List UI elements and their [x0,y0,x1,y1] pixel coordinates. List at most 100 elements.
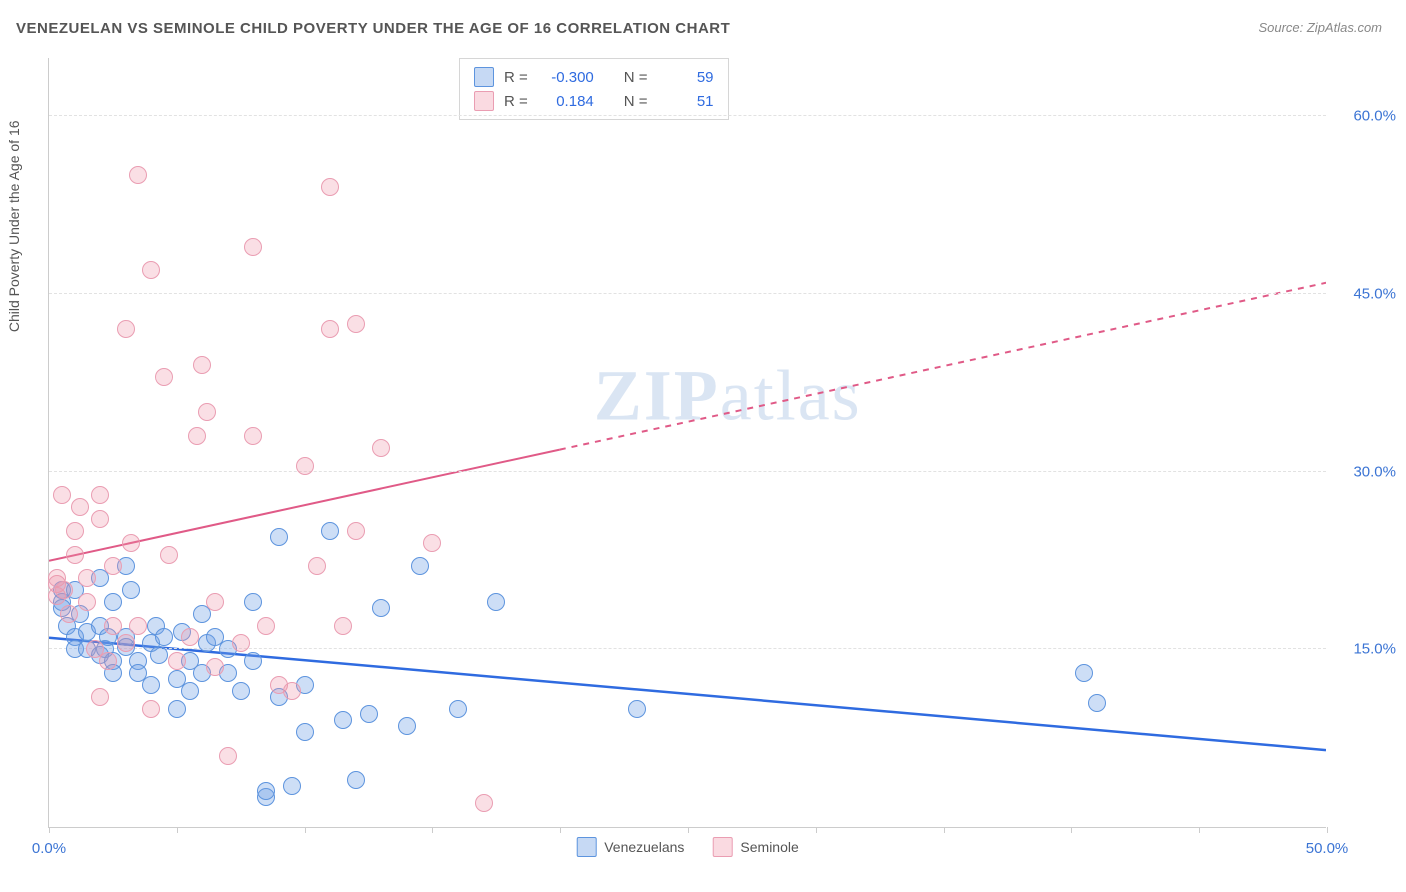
plot-area: ZIPatlas R = -0.300 N = 59 R = 0.184 N =… [48,58,1326,828]
data-point-venezuelans [321,522,339,540]
x-tick-label: 50.0% [1306,840,1349,857]
data-point-seminole [206,593,224,611]
x-tick [1199,827,1200,833]
data-point-seminole [117,634,135,652]
data-point-venezuelans [150,646,168,664]
data-point-seminole [53,486,71,504]
source-attribution: Source: ZipAtlas.com [1258,20,1382,35]
data-point-seminole [142,700,160,718]
data-point-seminole [60,605,78,623]
n-label: N = [624,93,648,110]
data-point-seminole [321,320,339,338]
data-point-seminole [244,427,262,445]
x-tick [1327,827,1328,833]
data-point-venezuelans [347,771,365,789]
swatch-blue [474,67,494,87]
data-point-venezuelans [360,705,378,723]
chart-container: VENEZUELAN VS SEMINOLE CHILD POVERTY UND… [0,0,1406,892]
x-tick [177,827,178,833]
data-point-venezuelans [244,593,262,611]
data-point-seminole [372,439,390,457]
data-point-venezuelans [257,782,275,800]
data-point-seminole [129,166,147,184]
trend-line-seminole-dashed [560,283,1326,450]
data-point-seminole [91,486,109,504]
data-point-venezuelans [296,723,314,741]
r-value: -0.300 [538,69,594,86]
data-point-seminole [160,546,178,564]
data-point-venezuelans [142,676,160,694]
data-point-venezuelans [244,652,262,670]
data-point-seminole [283,682,301,700]
gridline [49,293,1326,294]
data-point-seminole [91,510,109,528]
x-tick-label: 0.0% [32,840,66,857]
chart-title: VENEZUELAN VS SEMINOLE CHILD POVERTY UND… [16,20,730,37]
r-value: 0.184 [538,93,594,110]
data-point-venezuelans [168,700,186,718]
legend-item-seminole: Seminole [712,837,798,857]
data-point-seminole [334,617,352,635]
data-point-seminole [142,261,160,279]
data-point-seminole [296,457,314,475]
data-point-seminole [117,320,135,338]
data-point-venezuelans [1088,694,1106,712]
data-point-venezuelans [411,557,429,575]
data-point-venezuelans [232,682,250,700]
data-point-seminole [66,522,84,540]
legend-label: Seminole [740,839,798,855]
x-tick [816,827,817,833]
data-point-seminole [308,557,326,575]
legend-row: R = 0.184 N = 51 [474,89,714,113]
data-point-seminole [122,534,140,552]
r-label: R = [504,69,528,86]
data-point-seminole [198,403,216,421]
x-tick [49,827,50,833]
data-point-seminole [78,593,96,611]
data-point-venezuelans [449,700,467,718]
data-point-venezuelans [104,593,122,611]
legend-item-venezuelans: Venezuelans [576,837,684,857]
data-point-seminole [347,522,365,540]
data-point-venezuelans [1075,664,1093,682]
y-tick-label: 60.0% [1336,108,1396,125]
data-point-venezuelans [628,700,646,718]
data-point-venezuelans [122,581,140,599]
y-tick-label: 30.0% [1336,463,1396,480]
legend-label: Venezuelans [604,839,684,855]
data-point-seminole [104,617,122,635]
legend-row: R = -0.300 N = 59 [474,65,714,89]
n-value: 59 [658,69,714,86]
y-axis-title: Child Poverty Under the Age of 16 [6,120,22,332]
data-point-venezuelans [155,628,173,646]
data-point-seminole [257,617,275,635]
r-label: R = [504,93,528,110]
y-tick-label: 15.0% [1336,641,1396,658]
data-point-seminole [129,617,147,635]
data-point-seminole [104,557,122,575]
x-tick [1071,827,1072,833]
data-point-seminole [71,498,89,516]
x-tick [560,827,561,833]
data-point-seminole [232,634,250,652]
data-point-seminole [155,368,173,386]
data-point-venezuelans [270,528,288,546]
n-label: N = [624,69,648,86]
data-point-seminole [347,315,365,333]
data-point-seminole [193,356,211,374]
data-point-seminole [423,534,441,552]
correlation-legend: R = -0.300 N = 59 R = 0.184 N = 51 [459,58,729,120]
swatch-pink [712,837,732,857]
y-tick-label: 45.0% [1336,285,1396,302]
data-point-venezuelans [181,682,199,700]
swatch-blue [576,837,596,857]
data-point-seminole [55,581,73,599]
data-point-seminole [321,178,339,196]
data-point-seminole [91,688,109,706]
data-point-seminole [66,546,84,564]
swatch-pink [474,91,494,111]
trend-lines [49,58,1326,827]
n-value: 51 [658,93,714,110]
data-point-seminole [244,238,262,256]
data-point-venezuelans [487,593,505,611]
